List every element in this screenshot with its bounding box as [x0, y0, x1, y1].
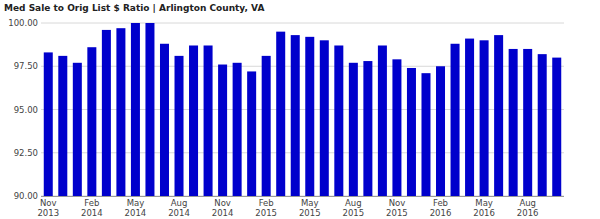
x-tick-label-line: 2014 — [81, 208, 103, 218]
x-tick-label-line: 2015 — [386, 208, 408, 218]
bar — [175, 56, 184, 196]
bar — [451, 44, 460, 196]
x-tick-label: May2016 — [473, 198, 495, 218]
bar — [291, 35, 300, 196]
x-tick-label-line: 2013 — [37, 208, 59, 218]
x-tick-label-line: May — [127, 198, 145, 208]
bar — [87, 47, 96, 196]
bar — [480, 40, 489, 196]
bar — [204, 45, 213, 196]
x-tick-label-line: Feb — [84, 198, 99, 208]
x-tick-label-line: 2015 — [255, 208, 277, 218]
bar — [407, 68, 416, 196]
bar — [436, 66, 445, 196]
bar — [73, 63, 82, 196]
x-tick-label-line: Nov — [389, 198, 406, 208]
x-tick-label: Aug2014 — [168, 198, 190, 218]
y-tick-label: 95.00 — [14, 105, 38, 115]
x-tick-label: Nov2015 — [386, 198, 408, 218]
bar — [160, 44, 169, 196]
x-tick-label: Aug2015 — [343, 198, 365, 218]
bar — [247, 71, 256, 196]
x-tick-label-line: Aug — [345, 198, 362, 208]
bar — [58, 56, 67, 196]
x-tick-label-line: 2016 — [473, 208, 495, 218]
bar — [131, 23, 140, 196]
bar — [523, 49, 532, 196]
bar — [538, 54, 547, 196]
bar — [116, 28, 125, 196]
bar — [378, 45, 387, 196]
x-axis — [41, 196, 564, 197]
x-tick-label-line: 2014 — [212, 208, 234, 218]
bar — [465, 39, 474, 196]
bar — [363, 61, 372, 196]
chart: Med Sale to Orig List $ Ratio | Arlingto… — [0, 0, 600, 219]
bar — [102, 30, 111, 196]
y-tick-label: 97.50 — [14, 61, 38, 71]
x-tick-label: May2014 — [125, 198, 147, 218]
bar — [262, 56, 271, 196]
title: Med Sale to Orig List $ Ratio | Arlingto… — [4, 3, 264, 13]
bar — [320, 40, 329, 196]
x-tick-label-line: 2015 — [343, 208, 365, 218]
y-tick-label: 100.00 — [8, 18, 38, 28]
x-tick-label-line: 2014 — [168, 208, 190, 218]
bar — [509, 49, 518, 196]
x-tick-label: Feb2016 — [430, 198, 452, 218]
x-tick-label-line: May — [301, 198, 319, 208]
bar — [334, 45, 343, 196]
grid-line — [41, 23, 564, 24]
x-tick-label: Feb2015 — [255, 198, 277, 218]
bars — [44, 23, 561, 196]
x-tick-label: Aug2016 — [517, 198, 539, 218]
bar — [145, 23, 154, 196]
x-tick-label-line: Nov — [40, 198, 57, 208]
y-tick-label: 90.00 — [14, 191, 38, 201]
x-tick-label-line: 2015 — [299, 208, 321, 218]
bar — [233, 63, 242, 196]
x-tick-label-line: Aug — [519, 198, 536, 208]
bar — [349, 63, 358, 196]
bar — [421, 73, 430, 196]
x-tick-label: Nov2014 — [212, 198, 234, 218]
x-tick-label-line: Feb — [433, 198, 448, 208]
x-tick-label: Nov2013 — [37, 198, 59, 218]
bar — [494, 35, 503, 196]
bar — [218, 65, 227, 196]
x-tick-label-line: Nov — [214, 198, 231, 208]
x-tick-label-line: 2016 — [430, 208, 452, 218]
bar — [305, 37, 314, 196]
x-tick-label-line: Aug — [171, 198, 188, 208]
bar — [276, 32, 285, 196]
bar — [44, 52, 53, 196]
y-tick-label: 92.50 — [14, 148, 38, 158]
x-tick-label: Feb2014 — [81, 198, 103, 218]
x-tick-label-line: 2016 — [517, 208, 539, 218]
bar — [552, 58, 561, 196]
x-tick-label: May2015 — [299, 198, 321, 218]
x-tick-label-line: 2014 — [125, 208, 147, 218]
bar — [392, 59, 401, 196]
bar — [189, 45, 198, 196]
x-tick-label-line: Feb — [259, 198, 274, 208]
x-tick-label-line: May — [475, 198, 493, 208]
